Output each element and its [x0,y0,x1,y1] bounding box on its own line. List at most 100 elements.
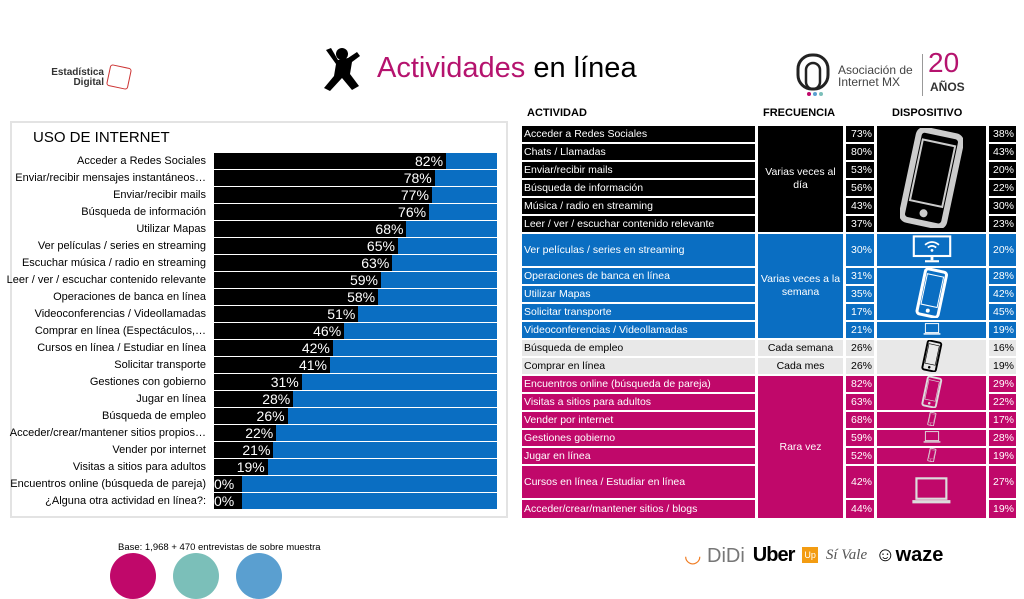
category-label: Ver películas / series en streaming [37,240,206,252]
bar-remainder [214,476,497,492]
divider [922,54,923,96]
value-label: 63% [361,255,390,271]
cube-logo-icon [105,63,133,91]
frequency-pct: 56% [846,180,874,196]
bar [214,408,288,424]
device-cell [877,340,986,374]
device-pct: 20% [989,162,1016,178]
category-label: Visitas a sitios para adultos [72,461,206,473]
frequency-pct: 68% [846,412,874,428]
frequency-cell: Cada semana [758,340,843,356]
sivale-logo: Sí Vale [825,546,868,563]
category-label: ¿Alguna otra actividad en línea?: [45,495,206,507]
activity-cell: Encuentros online (búsqueda de pareja) [522,376,755,392]
smart-tv-icon [911,234,953,266]
activity-cell: Comprar en línea [522,358,755,374]
frequency-pct: 30% [846,234,874,266]
value-label: 59% [349,272,378,288]
value-label: 78% [403,170,432,186]
category-label: Leer / ver / escuchar contenido relevant… [6,274,206,286]
frequency-pct: 73% [846,126,874,142]
device-pct: 19% [989,358,1016,374]
device-cell [877,430,986,446]
bar [214,425,277,441]
frequency-pct: 35% [846,286,874,302]
activity-cell: Música / radio en streaming [522,198,755,214]
device-pct: 28% [989,268,1016,284]
bar [214,340,333,356]
category-label: Gestiones con gobierno [89,376,206,388]
device-pct: 19% [989,500,1016,518]
activity-cell: Visitas a sitios para adultos [522,394,755,410]
category-label: Vender por internet [112,444,206,456]
laptop-icon [923,322,941,338]
smartphone-icon [924,412,940,428]
value-label: 26% [256,408,285,424]
header-device: DISPOSITIVO [892,107,963,119]
anniversary-number: 20 [928,47,960,78]
device-pct: 29% [989,376,1016,392]
frequency-cell: Cada mes [758,358,843,374]
category-label: Comprar en línea (Espectáculos,… [34,325,206,337]
value-label: 21% [242,442,271,458]
category-label: Escuchar música / radio en streaming [21,257,206,269]
running-person-icon [324,48,360,91]
frequency-cell: Varias veces al día [758,126,843,232]
device-pct: 20% [989,234,1016,266]
frequency-pct: 37% [846,216,874,232]
frequency-pct: 21% [846,322,874,338]
bar [214,170,435,186]
device-pct: 17% [989,412,1016,428]
frequency-pct: 59% [846,430,874,446]
waze-logo: ☺waze [875,543,944,566]
smartphone-icon [924,448,940,464]
frequency-pct: 63% [846,394,874,410]
device-pct: 16% [989,340,1016,356]
category-label: Búsqueda de empleo [102,410,206,422]
bar [214,459,268,475]
laptop-icon [923,430,941,446]
smartphone-icon [899,126,964,231]
didi-logo: ◡ DiDi [684,544,745,567]
device-pct: 22% [989,394,1016,410]
value-label: 42% [301,340,330,356]
value-label: 76% [398,204,427,220]
frequency-cell: Varias veces a la semana [758,234,843,338]
bar [214,442,274,458]
device-cell [877,448,986,464]
value-label: 58% [347,289,376,305]
device-pct: 42% [989,286,1016,302]
device-pct: 30% [989,198,1016,214]
device-pct: 43% [989,144,1016,160]
activity-cell: Utilizar Mapas [522,286,755,302]
activity-cell: Enviar/recibir mails [522,162,755,178]
category-label: Encuentros online (búsqueda de pareja) [10,478,206,490]
bar [214,391,294,407]
value-label: 82% [415,153,444,169]
device-cell [877,126,986,232]
activity-cell: Videoconferencias / Videollamadas [522,322,755,338]
activity-cell: Chats / Llamadas [522,144,755,160]
frequency-cell: Rara vez [758,376,843,518]
category-label: Jugar en línea [136,393,206,405]
category-label: Acceder a Redes Sociales [76,155,206,167]
bar [214,306,359,322]
device-pct: 38% [989,126,1016,142]
category-label: Solicitar transporte [114,359,206,371]
device-cell [877,412,986,428]
activity-cell: Leer / ver / escuchar contenido relevant… [522,216,755,232]
page-title: Actividades en línea [377,52,637,84]
uber-logo: Uber [752,543,796,566]
device-pct: 19% [989,322,1016,338]
value-label: 46% [313,323,342,339]
activity-cell: Ver películas / series en streaming [522,234,755,266]
category-label: Enviar/recibir mails [113,189,206,201]
bar-remainder [214,442,497,458]
device-pct: 45% [989,304,1016,320]
activity-cell: Solicitar transporte [522,304,755,320]
smartphone-icon [919,376,945,410]
bar [214,204,430,220]
activity-cell: Gestiones gobierno [522,430,755,446]
decorative-circle [173,553,219,599]
value-label: 19% [236,459,265,475]
